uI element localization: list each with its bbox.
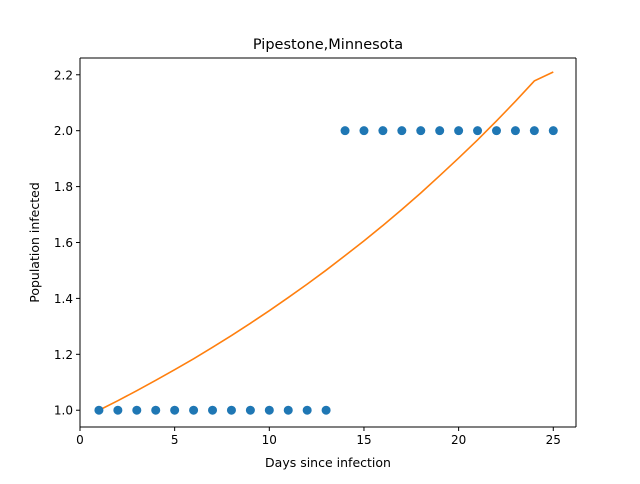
- scatter-point: [397, 126, 407, 136]
- fit-line: [98, 71, 554, 411]
- scatter-point: [416, 126, 426, 136]
- x-tick-label: 5: [171, 433, 179, 447]
- y-tick-label: 1.6: [54, 236, 73, 250]
- scatter-point: [378, 126, 388, 136]
- scatter-point: [208, 405, 218, 415]
- scatter-point: [529, 126, 539, 136]
- y-tick-label: 2.2: [54, 68, 73, 82]
- scatter-point: [321, 405, 331, 415]
- scatter-point: [113, 405, 123, 415]
- scatter-point: [302, 405, 312, 415]
- scatter-point: [359, 126, 369, 136]
- chart-title: Pipestone,Minnesota: [253, 37, 403, 53]
- scatter-point: [226, 405, 236, 415]
- scatter-points-layer: [94, 126, 558, 415]
- y-tick-label: 2.0: [54, 124, 73, 138]
- axes-frame: [79, 57, 577, 428]
- scatter-point: [170, 405, 180, 415]
- x-axis-ticks: 0 5 10 15 20 25: [76, 427, 561, 447]
- y-axis-label: Population infected: [27, 182, 42, 303]
- scatter-point: [151, 405, 161, 415]
- x-tick-label: 15: [356, 433, 371, 447]
- x-axis-label: Days since infection: [265, 455, 391, 470]
- scatter-point: [435, 126, 445, 136]
- scatter-point: [283, 405, 293, 415]
- scatter-point: [264, 405, 274, 415]
- y-tick-label: 1.2: [54, 348, 73, 362]
- plot-area: [80, 58, 576, 427]
- y-tick-label: 1.4: [54, 292, 73, 306]
- scatter-point: [340, 126, 350, 136]
- scatter-point: [510, 126, 520, 136]
- fit-line-layer: [98, 71, 554, 411]
- scatter-point: [189, 405, 199, 415]
- x-tick-label: 0: [76, 433, 84, 447]
- y-tick-label: 1.0: [54, 404, 73, 418]
- scatter-point: [94, 405, 104, 415]
- x-tick-label: 20: [451, 433, 466, 447]
- x-tick-label: 10: [262, 433, 277, 447]
- y-tick-label: 1.8: [54, 180, 73, 194]
- scatter-point: [548, 126, 558, 136]
- x-tick-label: 25: [546, 433, 561, 447]
- scatter-point: [132, 405, 142, 415]
- scatter-point: [454, 126, 464, 136]
- scatter-point: [473, 126, 483, 136]
- scatter-point: [491, 126, 501, 136]
- scatter-point: [245, 405, 255, 415]
- y-axis-ticks: 1.0 1.2 1.4 1.6 1.8 2.0 2.2: [54, 68, 80, 418]
